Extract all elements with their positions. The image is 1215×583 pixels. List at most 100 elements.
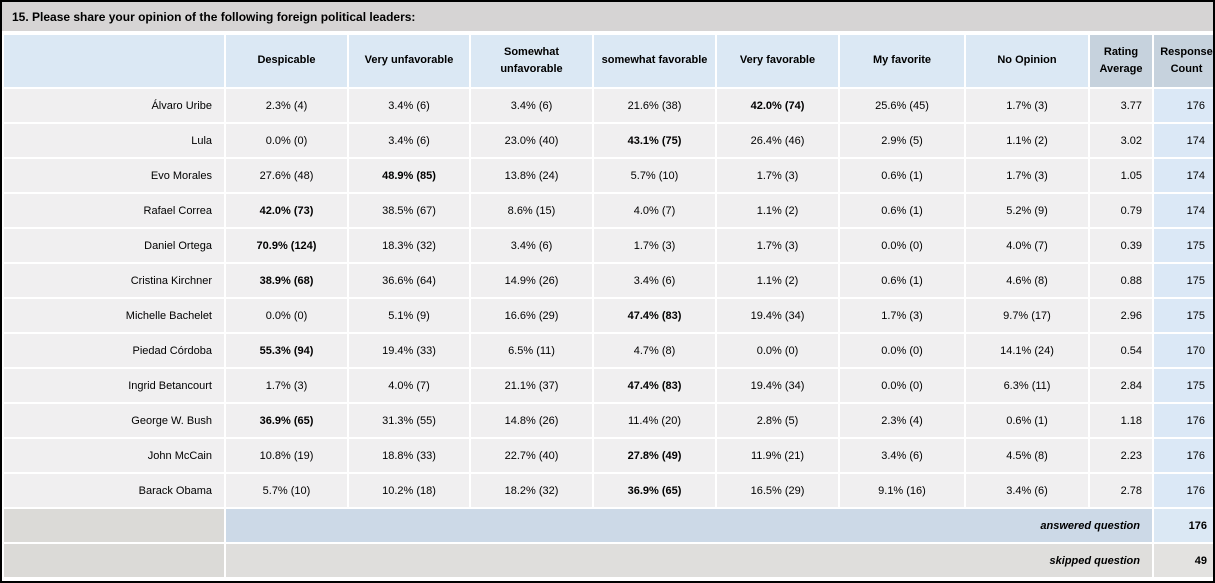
rating-average-cell: 2.78 xyxy=(1090,474,1152,507)
skipped-question-label: skipped question xyxy=(226,544,1152,577)
opinion-cell: 47.4% (83) xyxy=(594,369,715,402)
opinion-cell: 4.0% (7) xyxy=(966,229,1088,262)
rating-average-cell: 3.77 xyxy=(1090,89,1152,122)
opinion-cell: 26.4% (46) xyxy=(717,124,838,157)
opinion-cell: 0.6% (1) xyxy=(840,159,964,192)
rating-average-cell: 0.54 xyxy=(1090,334,1152,367)
response-count-cell: 175 xyxy=(1154,369,1213,402)
opinion-cell: 4.5% (8) xyxy=(966,439,1088,472)
response-count-cell: 174 xyxy=(1154,194,1213,227)
leader-name: Barack Obama xyxy=(4,474,224,507)
response-count-cell: 176 xyxy=(1154,89,1213,122)
opinion-cell: 1.7% (3) xyxy=(226,369,347,402)
table-row: Piedad Córdoba 55.3% (94) 19.4% (33) 6.5… xyxy=(4,334,1213,367)
opinion-cell: 5.7% (10) xyxy=(226,474,347,507)
opinion-cell: 4.0% (7) xyxy=(349,369,469,402)
rating-average-cell: 0.79 xyxy=(1090,194,1152,227)
table-row: Michelle Bachelet 0.0% (0) 5.1% (9) 16.6… xyxy=(4,299,1213,332)
response-count-cell: 174 xyxy=(1154,159,1213,192)
opinion-cell: 1.7% (3) xyxy=(717,159,838,192)
opinion-cell: 43.1% (75) xyxy=(594,124,715,157)
opinion-cell: 4.0% (7) xyxy=(594,194,715,227)
response-count-cell: 175 xyxy=(1154,229,1213,262)
table-row: Lula 0.0% (0) 3.4% (6) 23.0% (40) 43.1% … xyxy=(4,124,1213,157)
table-footer: answered question 176 skipped question 4… xyxy=(4,509,1213,577)
opinion-cell: 1.7% (3) xyxy=(966,89,1088,122)
opinion-cell: 3.4% (6) xyxy=(966,474,1088,507)
opinion-cell: 0.6% (1) xyxy=(840,264,964,297)
rating-average-cell: 3.02 xyxy=(1090,124,1152,157)
leader-name: Michelle Bachelet xyxy=(4,299,224,332)
leader-name: Álvaro Uribe xyxy=(4,89,224,122)
opinion-cell: 5.1% (9) xyxy=(349,299,469,332)
footer-spacer-cell xyxy=(4,509,224,542)
opinion-cell: 10.2% (18) xyxy=(349,474,469,507)
opinion-cell: 21.1% (37) xyxy=(471,369,592,402)
opinion-cell: 0.6% (1) xyxy=(840,194,964,227)
opinion-cell: 1.7% (3) xyxy=(840,299,964,332)
table-row: Cristina Kirchner 38.9% (68) 36.6% (64) … xyxy=(4,264,1213,297)
opinion-cell: 5.2% (9) xyxy=(966,194,1088,227)
response-count-cell: 175 xyxy=(1154,264,1213,297)
opinion-cell: 48.9% (85) xyxy=(349,159,469,192)
opinion-cell: 47.4% (83) xyxy=(594,299,715,332)
opinion-cell: 36.9% (65) xyxy=(226,404,347,437)
answered-question-count: 176 xyxy=(1154,509,1213,542)
opinion-cell: 8.6% (15) xyxy=(471,194,592,227)
response-count-cell: 176 xyxy=(1154,404,1213,437)
header-row: Despicable Very unfavorable Somewhat unf… xyxy=(4,35,1213,87)
opinion-cell: 9.1% (16) xyxy=(840,474,964,507)
opinion-cell: 3.4% (6) xyxy=(471,89,592,122)
opinion-cell: 19.4% (33) xyxy=(349,334,469,367)
table-row: Daniel Ortega 70.9% (124) 18.3% (32) 3.4… xyxy=(4,229,1213,262)
opinion-cell: 16.6% (29) xyxy=(471,299,592,332)
opinion-cell: 3.4% (6) xyxy=(349,89,469,122)
response-count-cell: 170 xyxy=(1154,334,1213,367)
opinion-cell: 3.4% (6) xyxy=(471,229,592,262)
opinion-cell: 0.0% (0) xyxy=(840,369,964,402)
skipped-question-row: skipped question 49 xyxy=(4,544,1213,577)
opinion-cell: 3.4% (6) xyxy=(840,439,964,472)
opinion-cell: 1.7% (3) xyxy=(717,229,838,262)
opinion-cell: 19.4% (34) xyxy=(717,299,838,332)
opinion-cell: 1.7% (3) xyxy=(966,159,1088,192)
opinion-cell: 3.4% (6) xyxy=(349,124,469,157)
opinion-cell: 2.8% (5) xyxy=(717,404,838,437)
opinion-cell: 10.8% (19) xyxy=(226,439,347,472)
opinion-cell: 4.6% (8) xyxy=(966,264,1088,297)
opinion-cell: 18.3% (32) xyxy=(349,229,469,262)
table-row: Evo Morales 27.6% (48) 48.9% (85) 13.8% … xyxy=(4,159,1213,192)
rating-average-cell: 2.84 xyxy=(1090,369,1152,402)
opinion-cell: 13.8% (24) xyxy=(471,159,592,192)
opinion-cell: 1.1% (2) xyxy=(966,124,1088,157)
rating-average-cell: 0.88 xyxy=(1090,264,1152,297)
column-header-very-favorable: Very favorable xyxy=(717,35,838,87)
response-count-cell: 175 xyxy=(1154,299,1213,332)
opinion-cell: 36.6% (64) xyxy=(349,264,469,297)
opinion-cell: 38.5% (67) xyxy=(349,194,469,227)
opinion-cell: 2.3% (4) xyxy=(226,89,347,122)
rating-average-cell: 1.18 xyxy=(1090,404,1152,437)
response-count-cell: 176 xyxy=(1154,474,1213,507)
opinion-cell: 18.8% (33) xyxy=(349,439,469,472)
opinion-cell: 0.0% (0) xyxy=(226,124,347,157)
opinion-cell: 42.0% (74) xyxy=(717,89,838,122)
opinion-cell: 18.2% (32) xyxy=(471,474,592,507)
opinion-cell: 25.6% (45) xyxy=(840,89,964,122)
leader-name: Rafael Correa xyxy=(4,194,224,227)
opinion-cell: 1.1% (2) xyxy=(717,194,838,227)
opinion-cell: 6.3% (11) xyxy=(966,369,1088,402)
opinion-cell: 5.7% (10) xyxy=(594,159,715,192)
rating-average-cell: 2.96 xyxy=(1090,299,1152,332)
opinion-cell: 0.6% (1) xyxy=(966,404,1088,437)
response-count-cell: 176 xyxy=(1154,439,1213,472)
opinion-cell: 22.7% (40) xyxy=(471,439,592,472)
answered-question-label: answered question xyxy=(226,509,1152,542)
leader-name: Lula xyxy=(4,124,224,157)
leader-name: John McCain xyxy=(4,439,224,472)
leader-name: Ingrid Betancourt xyxy=(4,369,224,402)
opinion-cell: 16.5% (29) xyxy=(717,474,838,507)
results-table: Despicable Very unfavorable Somewhat unf… xyxy=(2,33,1213,579)
leader-name: Piedad Córdoba xyxy=(4,334,224,367)
opinion-cell: 23.0% (40) xyxy=(471,124,592,157)
